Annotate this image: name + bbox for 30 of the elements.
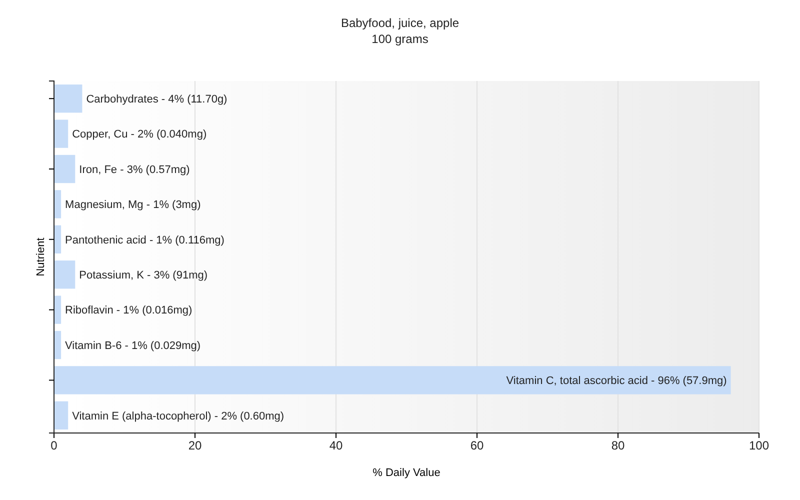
- y-tick-label: Carbohydrates - 4% (11.70g): [86, 93, 228, 106]
- y-tick-label: Magnesium, Mg - 1% (3mg): [65, 199, 201, 212]
- bar: [54, 154, 76, 184]
- y-tick-label: Riboflavin - 1% (0.016mg): [65, 304, 192, 317]
- bar: [54, 330, 62, 360]
- x-tick-label: 60: [470, 438, 484, 453]
- y-tick-label: Iron, Fe - 3% (0.57mg): [79, 164, 190, 176]
- x-tick-label: 0: [50, 438, 58, 453]
- y-tick-label: Vitamin B-6 - 1% (0.029mg): [65, 340, 201, 352]
- x-tick-label: 80: [611, 438, 625, 453]
- bar: [54, 84, 82, 113]
- y-tick-label: Vitamin C, total ascorbic acid - 96% (57.9mg): [506, 375, 727, 388]
- y-tick-label: Potassium, K - 3% (91mg): [79, 269, 208, 282]
- bar: [54, 260, 76, 289]
- y-tick-label: Vitamin E (alpha-tocopherol) - 2% (0.60mg): [72, 410, 284, 422]
- x-axis-title: % Daily Value: [372, 467, 440, 479]
- y-tick-label: Pantothenic acid - 1% (0.116mg): [65, 234, 224, 246]
- x-tick-label: 100: [748, 438, 770, 453]
- y-axis-title: Nutrient: [35, 238, 47, 276]
- chart-subtitle: 100 grams: [372, 32, 428, 46]
- x-tick-label: 20: [188, 438, 202, 453]
- bar: [54, 401, 68, 430]
- bar: [54, 120, 68, 148]
- bar: [54, 225, 62, 254]
- bar: [54, 296, 62, 324]
- y-tick-label: Copper, Cu - 2% (0.040mg): [72, 128, 207, 141]
- x-tick-label: 40: [329, 438, 343, 453]
- chart-title: Babyfood, juice, apple: [340, 16, 460, 30]
- bar: [54, 190, 62, 218]
- bar: [54, 366, 731, 394]
